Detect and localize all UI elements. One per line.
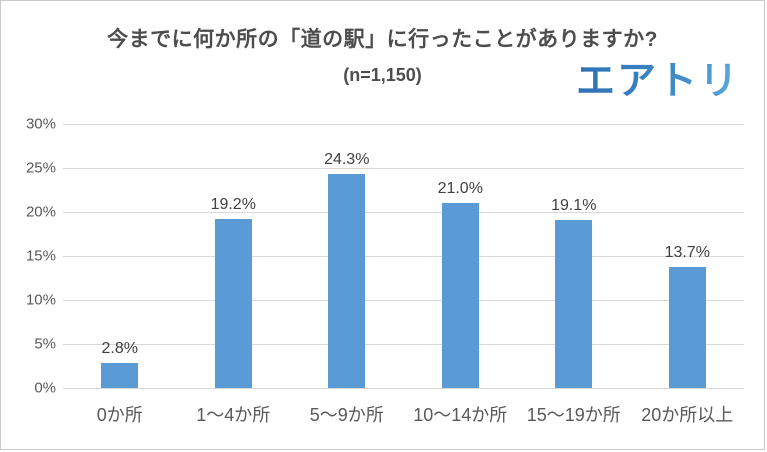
bar-20か所以上 — [668, 267, 706, 388]
x-tick-label: 10〜14か所 — [413, 405, 508, 425]
chart-title: 今までに何か所の「道の駅」に行ったことがありますか? — [107, 28, 658, 51]
y-tick-label: 10% — [25, 291, 56, 309]
bar-value-label: 19.2% — [210, 196, 256, 214]
gridline-30pct — [63, 124, 744, 125]
gridline-10pct — [63, 300, 744, 301]
x-tick-label: 15〜19か所 — [526, 405, 621, 425]
gridline-0pct — [63, 388, 744, 389]
bar-5〜9か所 — [328, 174, 366, 388]
bar-15〜19か所 — [555, 219, 593, 388]
y-axis: 0% 5% 10% 15% 20% 25% 30% — [1, 116, 56, 397]
bar-value-label: 19.1% — [551, 196, 597, 214]
gridline-15pct — [63, 256, 744, 257]
x-axis: 0か所 1〜4か所 5〜9か所 10〜14か所 15〜19か所 20か所以上 — [63, 401, 744, 429]
y-tick-label: 15% — [25, 247, 56, 265]
x-tick-label: 1〜4か所 — [196, 405, 271, 425]
chart-subtitle: (n=1,150) — [343, 65, 422, 85]
gridline-20pct — [63, 212, 744, 213]
bar-10〜14か所 — [441, 203, 479, 388]
y-tick-label: 0% — [34, 379, 56, 397]
y-tick-label: 30% — [25, 115, 56, 133]
bar-value-label: 13.7% — [664, 244, 710, 262]
plot-area: 2.8% 19.2% 24.3% 21.0% 19.1% 13.7% — [63, 124, 744, 389]
bar-0か所 — [101, 363, 139, 388]
y-tick-label: 5% — [34, 335, 56, 353]
x-tick-label: 20か所以上 — [641, 405, 734, 425]
bar-value-label: 24.3% — [324, 151, 370, 169]
bar-value-label: 21.0% — [437, 180, 483, 198]
gridline-25pct — [63, 168, 744, 169]
bar-value-label: 2.8% — [101, 340, 138, 358]
bar-1〜4か所 — [214, 219, 252, 388]
x-tick-label: 5〜9か所 — [309, 405, 384, 425]
y-tick-label: 20% — [25, 203, 56, 221]
y-tick-label: 25% — [25, 159, 56, 177]
gridline-5pct — [63, 344, 744, 345]
airtrip-logo: エアトリ — [575, 60, 740, 103]
x-tick-label: 0か所 — [96, 405, 143, 425]
